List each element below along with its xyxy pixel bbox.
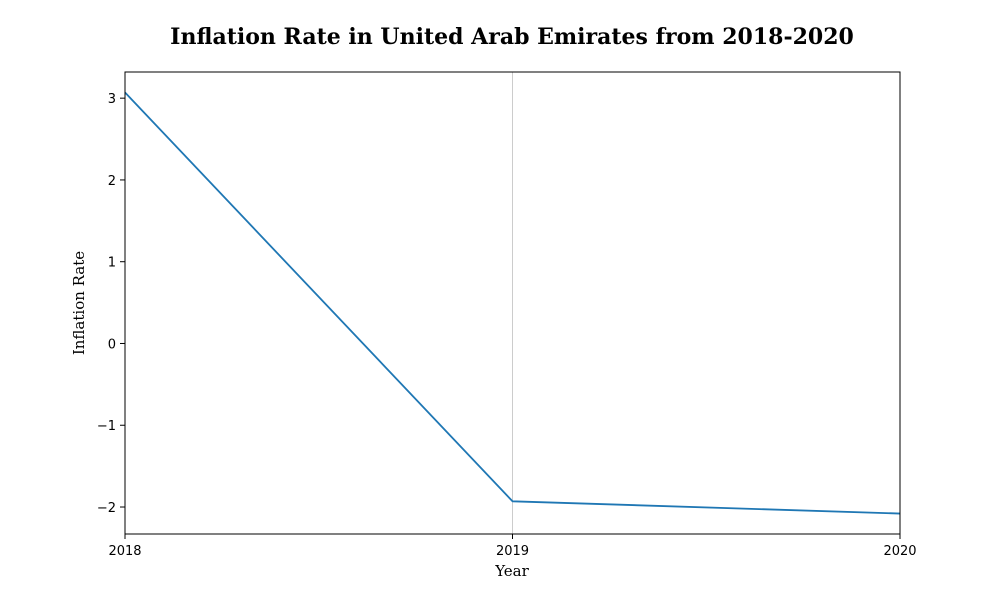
- x-axis-ticks: 2018 2019 2020: [108, 534, 917, 559]
- y-tick-label: 2: [108, 174, 116, 189]
- y-axis-label: Inflation Rate: [70, 251, 88, 355]
- y-tick-label: −2: [97, 501, 116, 516]
- y-tick-label: 1: [108, 256, 116, 271]
- x-tick-label: 2019: [496, 544, 529, 559]
- y-tick-label: 0: [108, 337, 116, 352]
- y-tick-label: 3: [108, 92, 116, 107]
- x-tick-label: 2020: [883, 544, 916, 559]
- y-axis-ticks: 3 2 1 0 −1 −2: [97, 92, 125, 516]
- y-tick-label: −1: [97, 419, 116, 434]
- x-tick-label: 2018: [108, 544, 141, 559]
- chart-title: Inflation Rate in United Arab Emirates f…: [170, 24, 854, 50]
- x-axis-label: Year: [494, 562, 529, 580]
